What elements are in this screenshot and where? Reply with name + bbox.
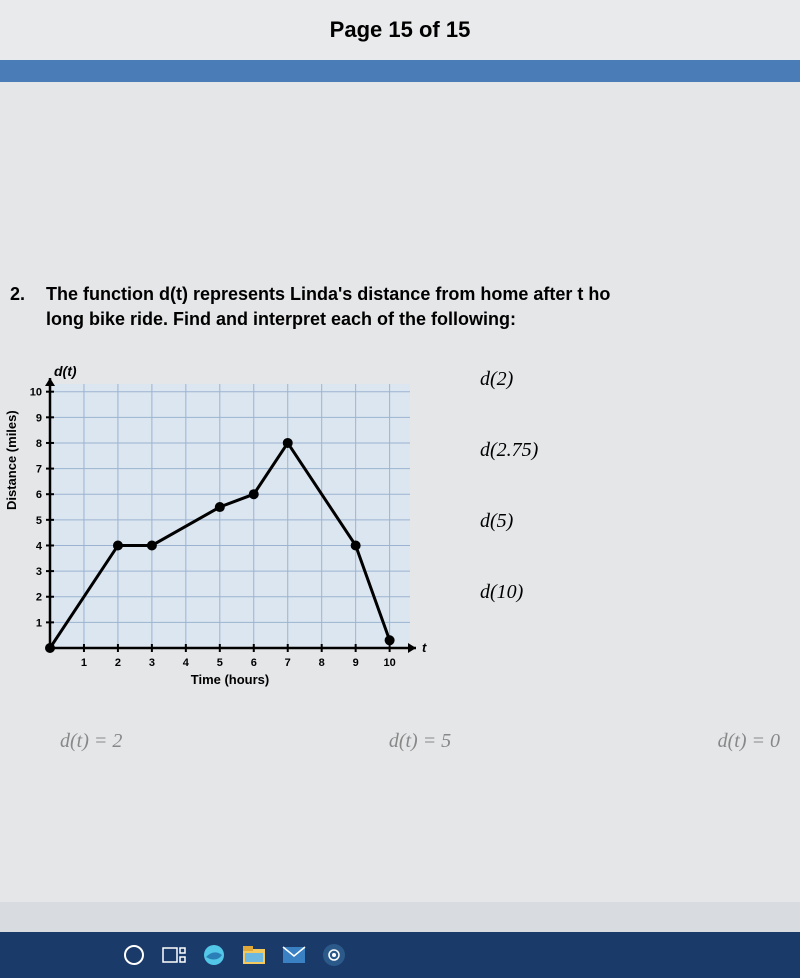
line-chart: 1 2 3 4 5 6 7 8 9 10 1 2 3 4 5 6 7 8 9 10 t d(t) Time (hours) [10,360,430,690]
file-explorer-icon[interactable] [240,941,268,969]
cortana-circle-icon[interactable] [120,941,148,969]
chart-wrapper: Distance (miles) 1234567891012345678910t… [10,360,430,690]
svg-text:t: t [422,640,427,655]
groove-icon[interactable] [320,941,348,969]
chart-row: Distance (miles) 1 2 3 4 5 6 7 8 9 10 1 2 3 4 5 6 7 8 9 10 t… [0,360,800,690]
mail-icon[interactable] [280,941,308,969]
d-of-10: d(10) [480,581,538,604]
svg-text:7: 7 [36,464,42,476]
svg-text:5: 5 [36,515,42,527]
svg-text:5: 5 [217,657,223,669]
svg-text:9: 9 [353,657,359,669]
svg-text:4: 4 [36,541,43,553]
expr-2: d(t) = 5 [389,730,451,753]
svg-text:7: 7 [285,657,291,669]
edge-icon[interactable] [200,941,228,969]
svg-text:3: 3 [149,657,155,669]
svg-text:d(t): d(t) [54,363,77,379]
svg-text:2: 2 [36,592,42,604]
svg-text:4: 4 [183,657,190,669]
svg-text:10: 10 [30,387,42,399]
question-block: 2. The function d(t) represents Linda's … [0,282,800,332]
svg-text:6: 6 [36,490,42,502]
expr-1: d(t) = 2 [60,730,122,753]
expr-3: d(t) = 0 [718,730,780,753]
d-of-2-75: d(2.75) [480,439,538,462]
svg-text:8: 8 [36,438,42,450]
page-label: Page 15 of 15 [330,17,471,43]
d-of-2: d(2) [480,368,538,391]
svg-text:Time (hours): Time (hours) [191,672,270,687]
svg-text:8: 8 [319,657,325,669]
question-text: The function d(t) represents Linda's dis… [46,282,610,332]
svg-text:1: 1 [36,618,42,630]
y-axis-label: Distance (miles) [4,411,19,511]
bottom-expressions: d(t) = 2 d(t) = 5 d(t) = 0 [0,690,800,753]
taskbar [0,932,800,978]
document-content: 2. The function d(t) represents Linda's … [0,82,800,902]
page-header: Page 15 of 15 [0,0,800,60]
svg-text:2: 2 [115,657,121,669]
d-of-5: d(5) [480,510,538,533]
right-value-labels: d(2) d(2.75) d(5) d(10) [480,368,538,690]
accent-bar [0,60,800,82]
question-number: 2. [10,282,34,332]
task-view-icon[interactable] [160,941,188,969]
svg-text:9: 9 [36,413,42,425]
svg-text:6: 6 [251,657,257,669]
svg-text:10: 10 [383,657,395,669]
svg-text:3: 3 [36,566,42,578]
svg-text:1: 1 [81,657,87,669]
